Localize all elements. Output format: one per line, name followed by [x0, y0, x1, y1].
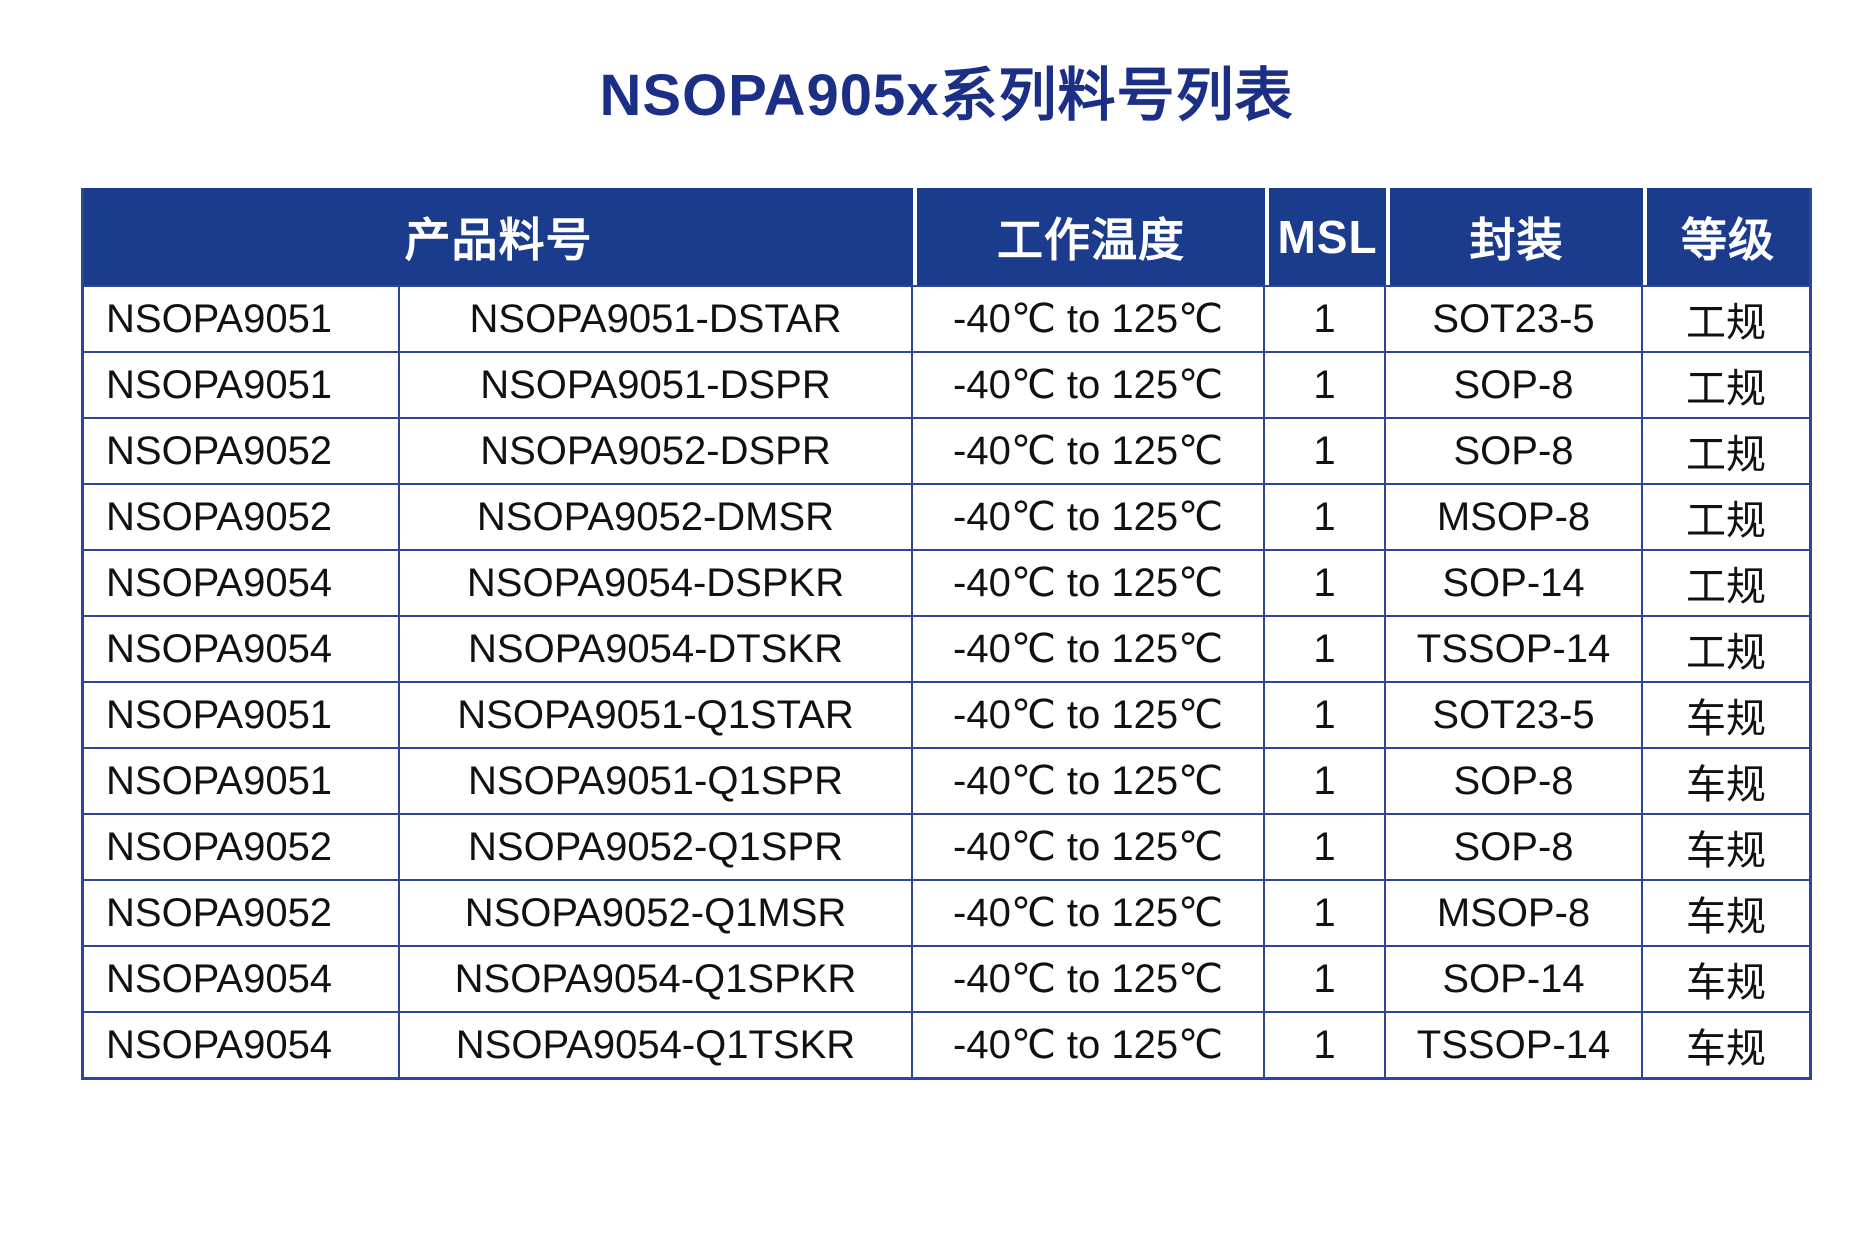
part-number-cell: NSOPA9054-Q1SPKR — [400, 945, 913, 1012]
package-cell: SOP-14 — [1386, 945, 1643, 1012]
package-cell: SOT23-5 — [1386, 285, 1643, 352]
table-row: NSOPA9054 NSOPA9054-DTSKR -40℃ to 125℃ 1 TSS… — [84, 615, 1809, 682]
header-operating-temp: 工作温度 — [913, 188, 1265, 286]
header-product-id: 产品料号 — [84, 188, 913, 286]
parts-table: 产品料号 工作温度 MSL 封装 等级 NSOPA9051 NSOPA9051-D… — [81, 188, 1812, 1081]
msl-cell: 1 — [1265, 747, 1386, 814]
page: NSOPA905x系列料号列表 产品料号 工作温度 MSL 封装 等级 NSOP… — [81, 62, 1812, 1081]
package-cell: TSSOP-14 — [1386, 615, 1643, 682]
part-number-cell: NSOPA9052-DSPR — [400, 417, 913, 484]
part-series-cell: NSOPA9051 — [84, 351, 400, 418]
header-package: 封装 — [1386, 188, 1643, 286]
msl-cell: 1 — [1265, 681, 1386, 748]
grade-cell: 车规 — [1643, 879, 1809, 946]
package-cell: SOP-8 — [1386, 747, 1643, 814]
msl-cell: 1 — [1265, 417, 1386, 484]
temp-range-cell: -40℃ to 125℃ — [913, 945, 1265, 1012]
msl-cell: 1 — [1265, 615, 1386, 682]
part-series-cell: NSOPA9052 — [84, 813, 400, 880]
package-cell: TSSOP-14 — [1386, 1011, 1643, 1078]
grade-cell: 工规 — [1643, 549, 1809, 616]
temp-range-cell: -40℃ to 125℃ — [913, 1011, 1265, 1078]
part-number-cell: NSOPA9051-DSTAR — [400, 285, 913, 352]
part-series-cell: NSOPA9052 — [84, 483, 400, 550]
msl-cell: 1 — [1265, 813, 1386, 880]
temp-range-cell: -40℃ to 125℃ — [913, 549, 1265, 616]
part-series-cell: NSOPA9054 — [84, 549, 400, 616]
part-series-cell: NSOPA9051 — [84, 285, 400, 352]
package-cell: SOP-8 — [1386, 417, 1643, 484]
grade-cell: 工规 — [1643, 483, 1809, 550]
part-number-cell: NSOPA9054-DSPKR — [400, 549, 913, 616]
part-number-cell: NSOPA9051-Q1SPR — [400, 747, 913, 814]
part-series-cell: NSOPA9054 — [84, 945, 400, 1012]
package-cell: MSOP-8 — [1386, 483, 1643, 550]
grade-cell: 工规 — [1643, 351, 1809, 418]
part-series-cell: NSOPA9052 — [84, 417, 400, 484]
part-number-cell: NSOPA9052-Q1SPR — [400, 813, 913, 880]
package-cell: SOP-8 — [1386, 351, 1643, 418]
table-header-row: 产品料号 工作温度 MSL 封装 等级 — [84, 188, 1809, 286]
table-row: NSOPA9052 NSOPA9052-DMSR -40℃ to 125℃ 1 MSOP… — [84, 483, 1809, 550]
part-series-cell: NSOPA9051 — [84, 681, 400, 748]
grade-cell: 车规 — [1643, 681, 1809, 748]
part-number-cell: NSOPA9054-Q1TSKR — [400, 1011, 913, 1078]
grade-cell: 工规 — [1643, 417, 1809, 484]
temp-range-cell: -40℃ to 125℃ — [913, 747, 1265, 814]
part-series-cell: NSOPA9054 — [84, 1011, 400, 1078]
table-row: NSOPA9054 NSOPA9054-Q1SPKR -40℃ to 125℃ 1 SO… — [84, 945, 1809, 1012]
part-series-cell: NSOPA9051 — [84, 747, 400, 814]
table-body: NSOPA9051 NSOPA9051-DSTAR -40℃ to 125℃ 1 SOT… — [84, 285, 1809, 1078]
grade-cell: 车规 — [1643, 945, 1809, 1012]
temp-range-cell: -40℃ to 125℃ — [913, 615, 1265, 682]
part-number-cell: NSOPA9052-DMSR — [400, 483, 913, 550]
msl-cell: 1 — [1265, 879, 1386, 946]
msl-cell: 1 — [1265, 549, 1386, 616]
grade-cell: 车规 — [1643, 813, 1809, 880]
msl-cell: 1 — [1265, 945, 1386, 1012]
temp-range-cell: -40℃ to 125℃ — [913, 417, 1265, 484]
grade-cell: 车规 — [1643, 1011, 1809, 1078]
part-number-cell: NSOPA9051-Q1STAR — [400, 681, 913, 748]
table-row: NSOPA9052 NSOPA9052-DSPR -40℃ to 125℃ 1 SOP-… — [84, 417, 1809, 484]
table-row: NSOPA9052 NSOPA9052-Q1MSR -40℃ to 125℃ 1 MSO… — [84, 879, 1809, 946]
table-row: NSOPA9051 NSOPA9051-DSTAR -40℃ to 125℃ 1 SOT… — [84, 285, 1809, 352]
temp-range-cell: -40℃ to 125℃ — [913, 351, 1265, 418]
package-cell: SOT23-5 — [1386, 681, 1643, 748]
msl-cell: 1 — [1265, 285, 1386, 352]
table-row: NSOPA9054 NSOPA9054-DSPKR -40℃ to 125℃ 1 SOP… — [84, 549, 1809, 616]
part-series-cell: NSOPA9054 — [84, 615, 400, 682]
temp-range-cell: -40℃ to 125℃ — [913, 285, 1265, 352]
part-series-cell: NSOPA9052 — [84, 879, 400, 946]
temp-range-cell: -40℃ to 125℃ — [913, 681, 1265, 748]
package-cell: SOP-14 — [1386, 549, 1643, 616]
msl-cell: 1 — [1265, 351, 1386, 418]
grade-cell: 工规 — [1643, 615, 1809, 682]
table-row: NSOPA9052 NSOPA9052-Q1SPR -40℃ to 125℃ 1 SOP… — [84, 813, 1809, 880]
part-number-cell: NSOPA9051-DSPR — [400, 351, 913, 418]
temp-range-cell: -40℃ to 125℃ — [913, 879, 1265, 946]
table-row: NSOPA9051 NSOPA9051-Q1SPR -40℃ to 125℃ 1 SOP… — [84, 747, 1809, 814]
msl-cell: 1 — [1265, 483, 1386, 550]
header-grade: 等级 — [1643, 188, 1809, 286]
grade-cell: 工规 — [1643, 285, 1809, 352]
package-cell: MSOP-8 — [1386, 879, 1643, 946]
package-cell: SOP-8 — [1386, 813, 1643, 880]
table-row: NSOPA9054 NSOPA9054-Q1TSKR -40℃ to 125℃ 1 TS… — [84, 1011, 1809, 1078]
temp-range-cell: -40℃ to 125℃ — [913, 813, 1265, 880]
table-row: NSOPA9051 NSOPA9051-Q1STAR -40℃ to 125℃ 1 SO… — [84, 681, 1809, 748]
msl-cell: 1 — [1265, 1011, 1386, 1078]
part-number-cell: NSOPA9054-DTSKR — [400, 615, 913, 682]
temp-range-cell: -40℃ to 125℃ — [913, 483, 1265, 550]
header-msl: MSL — [1265, 188, 1386, 286]
grade-cell: 车规 — [1643, 747, 1809, 814]
part-number-cell: NSOPA9052-Q1MSR — [400, 879, 913, 946]
page-title: NSOPA905x系列料号列表 — [599, 63, 1294, 128]
table-row: NSOPA9051 NSOPA9051-DSPR -40℃ to 125℃ 1 SOP-… — [84, 351, 1809, 418]
